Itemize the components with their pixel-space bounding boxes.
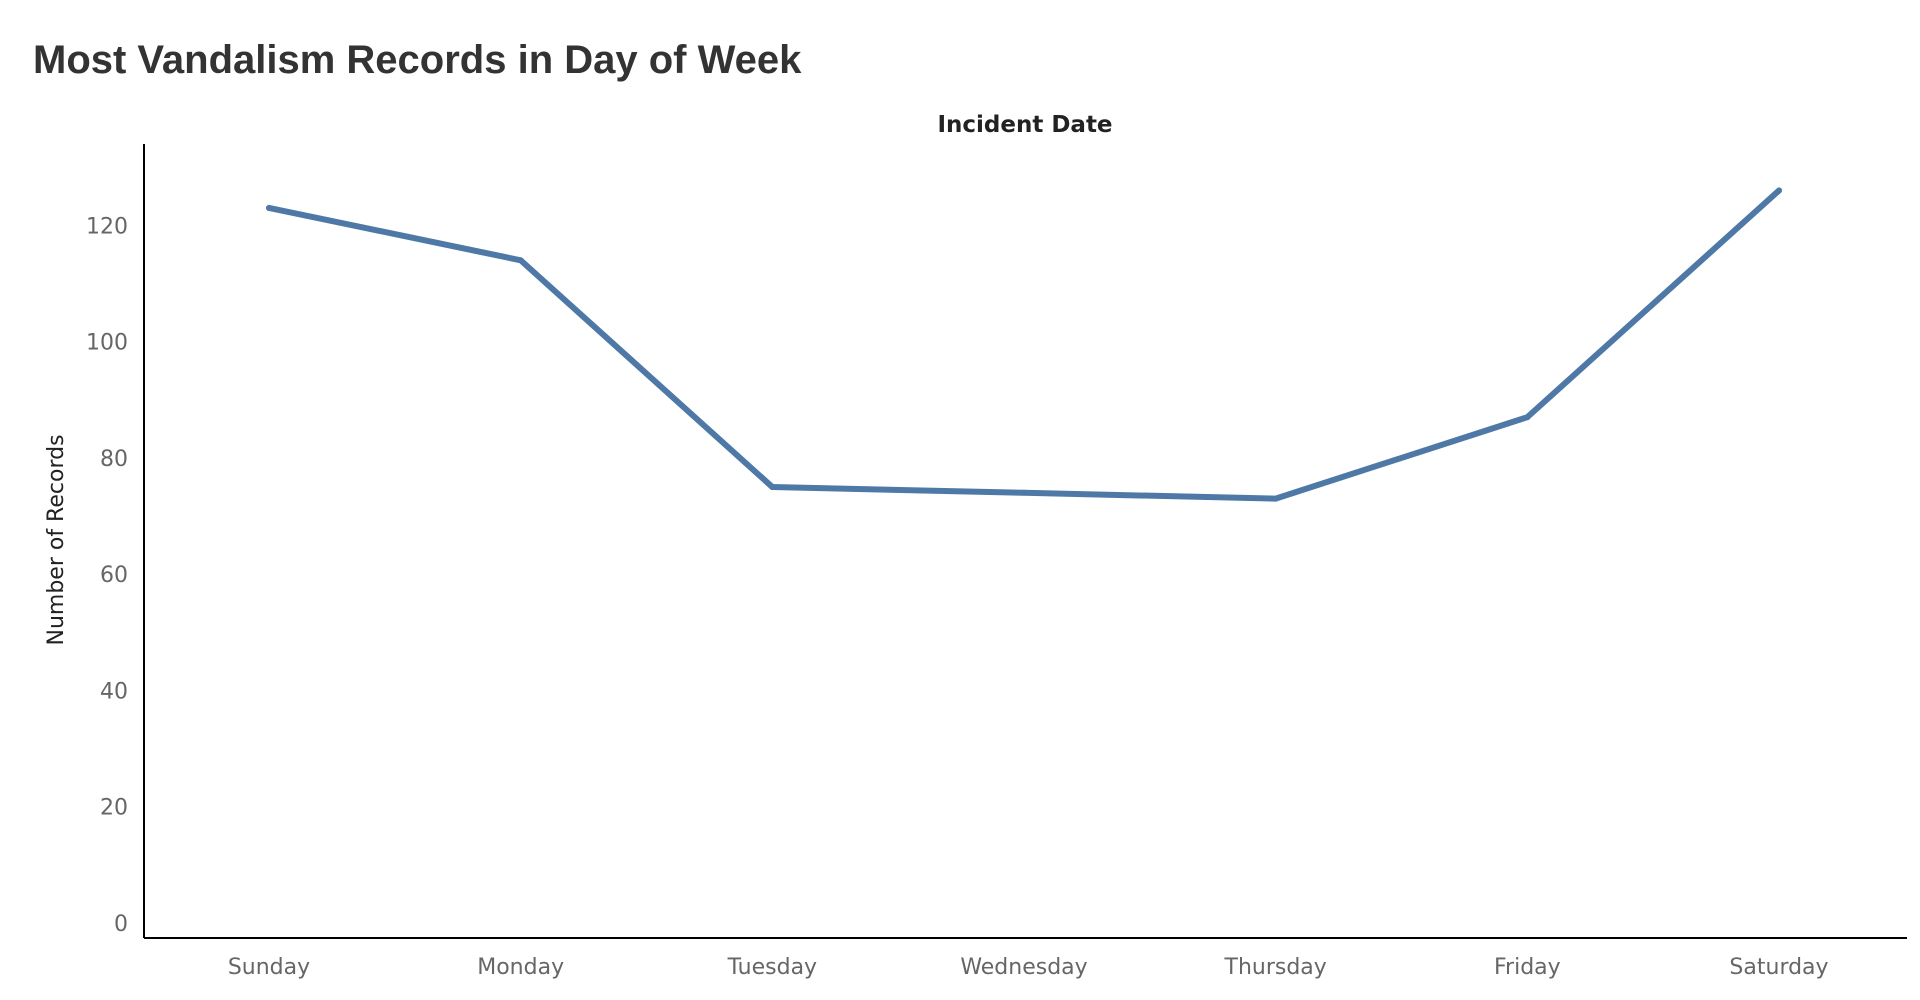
y-tick-label: 0	[114, 912, 128, 937]
x-tick-label: Sunday	[228, 955, 310, 980]
x-tick-label: Wednesday	[960, 955, 1087, 980]
x-tick-label: Thursday	[1224, 955, 1327, 980]
data-point	[769, 483, 776, 490]
data-point	[517, 257, 524, 264]
y-tick-label: 100	[86, 331, 128, 356]
series-layer	[266, 187, 1782, 502]
y-axis-title: Number of Records	[44, 434, 69, 645]
x-tick-label: Friday	[1494, 955, 1561, 980]
data-point	[1776, 187, 1782, 194]
chart-title: Most Vandalism Records in Day of Week	[33, 38, 802, 82]
y-axis-ticks: 0 20 40 60 80 100 120	[86, 214, 128, 937]
x-axis-ticks: Sunday Monday Tuesday Wednesday Thursday Frid…	[228, 955, 1829, 980]
x-tick-label: Saturday	[1729, 955, 1828, 980]
data-point	[1272, 495, 1279, 502]
x-tick-label: Monday	[477, 955, 564, 980]
y-tick-label: 80	[100, 447, 128, 472]
data-point	[266, 204, 272, 211]
data-point	[1524, 414, 1531, 421]
y-tick-label: 120	[86, 214, 128, 239]
y-tick-label: 60	[100, 563, 128, 588]
data-point	[1021, 489, 1027, 496]
y-tick-label: 20	[100, 796, 128, 821]
x-tick-label: Tuesday	[727, 955, 818, 980]
y-tick-label: 40	[100, 679, 128, 704]
x-axis-title: Incident Date	[937, 112, 1112, 138]
series-line	[266, 187, 1782, 502]
